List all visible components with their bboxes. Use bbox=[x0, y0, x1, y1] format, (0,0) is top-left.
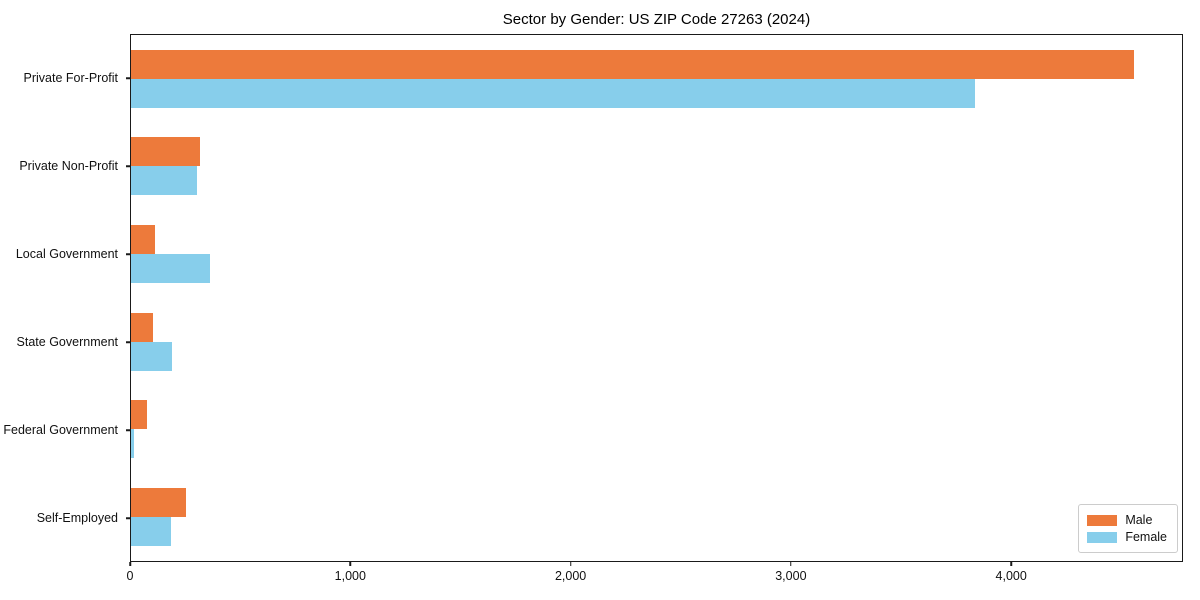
x-tick-mark bbox=[569, 562, 572, 566]
bar-group-self-employed bbox=[131, 473, 1182, 561]
bar-male-local-government bbox=[131, 225, 156, 255]
y-tick-mark bbox=[126, 517, 130, 519]
y-tick-label-private-non-profit: Private Non-Profit bbox=[19, 159, 118, 173]
bar-female-private-non-profit bbox=[131, 166, 197, 196]
x-tick-mark bbox=[1010, 562, 1012, 566]
y-tick-mark bbox=[126, 165, 130, 167]
y-axis: Private For-Profit Private Non-Profit Loca… bbox=[0, 34, 130, 562]
y-tick-mark bbox=[126, 341, 130, 343]
y-tick-mark bbox=[126, 429, 130, 431]
bar-male-self-employed bbox=[131, 488, 186, 518]
bar-group-state-government bbox=[131, 298, 1182, 386]
bar-group-private-non-profit bbox=[131, 123, 1182, 211]
y-tick-label-private-for-profit: Private For-Profit bbox=[23, 71, 118, 85]
legend-label-female: Female bbox=[1125, 530, 1167, 544]
bar-group-local-government bbox=[131, 210, 1182, 298]
bar-female-federal-government bbox=[131, 429, 135, 459]
y-tick-label-state-government: State Government bbox=[16, 335, 118, 349]
bar-male-private-for-profit bbox=[131, 49, 1134, 79]
bar-female-private-for-profit bbox=[131, 78, 976, 108]
female-color-swatch bbox=[1087, 531, 1118, 543]
bar-male-federal-government bbox=[131, 400, 148, 430]
x-tick-mark bbox=[129, 562, 131, 566]
bar-female-state-government bbox=[131, 341, 172, 371]
y-tick-mark bbox=[126, 77, 130, 79]
x-tick-label-3-000: 3,000 bbox=[775, 569, 807, 583]
y-tick-label-local-government: Local Government bbox=[15, 247, 118, 261]
y-tick-label-self-employed: Self-Employed bbox=[36, 511, 118, 525]
x-axis: 0 1,000 2,000 3,000 4,000 bbox=[126, 562, 1183, 596]
y-tick-label-federal-government: Federal Government bbox=[3, 423, 118, 437]
legend-item-male: Male bbox=[1087, 513, 1167, 527]
bar-group-private-for-profit bbox=[131, 35, 1182, 123]
male-color-swatch bbox=[1087, 514, 1118, 526]
x-tick-mark bbox=[790, 562, 792, 566]
bar-female-local-government bbox=[131, 254, 211, 284]
x-tick-label-4-000: 4,000 bbox=[995, 569, 1027, 583]
legend: Male Female bbox=[1078, 504, 1178, 553]
y-tick-mark bbox=[126, 253, 130, 255]
bar-female-self-employed bbox=[131, 517, 171, 547]
x-tick-label-0: 0 bbox=[126, 569, 134, 583]
x-tick-mark bbox=[349, 562, 352, 566]
chart-title: Sector by Gender: US ZIP Code 27263 (202… bbox=[502, 11, 811, 28]
plot-area bbox=[130, 34, 1183, 562]
legend-item-female: Female bbox=[1087, 530, 1167, 544]
bar-male-private-non-profit bbox=[131, 137, 201, 167]
x-tick-label-2-000: 2,000 bbox=[554, 569, 587, 583]
x-tick-label-1-000: 1,000 bbox=[334, 569, 366, 583]
bar-group-federal-government bbox=[131, 386, 1182, 474]
bar-male-state-government bbox=[131, 312, 153, 342]
legend-label-male: Male bbox=[1125, 513, 1153, 527]
